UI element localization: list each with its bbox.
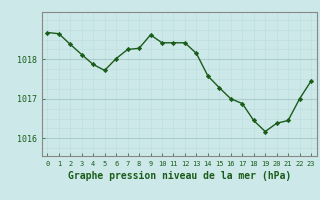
X-axis label: Graphe pression niveau de la mer (hPa): Graphe pression niveau de la mer (hPa) <box>68 171 291 181</box>
